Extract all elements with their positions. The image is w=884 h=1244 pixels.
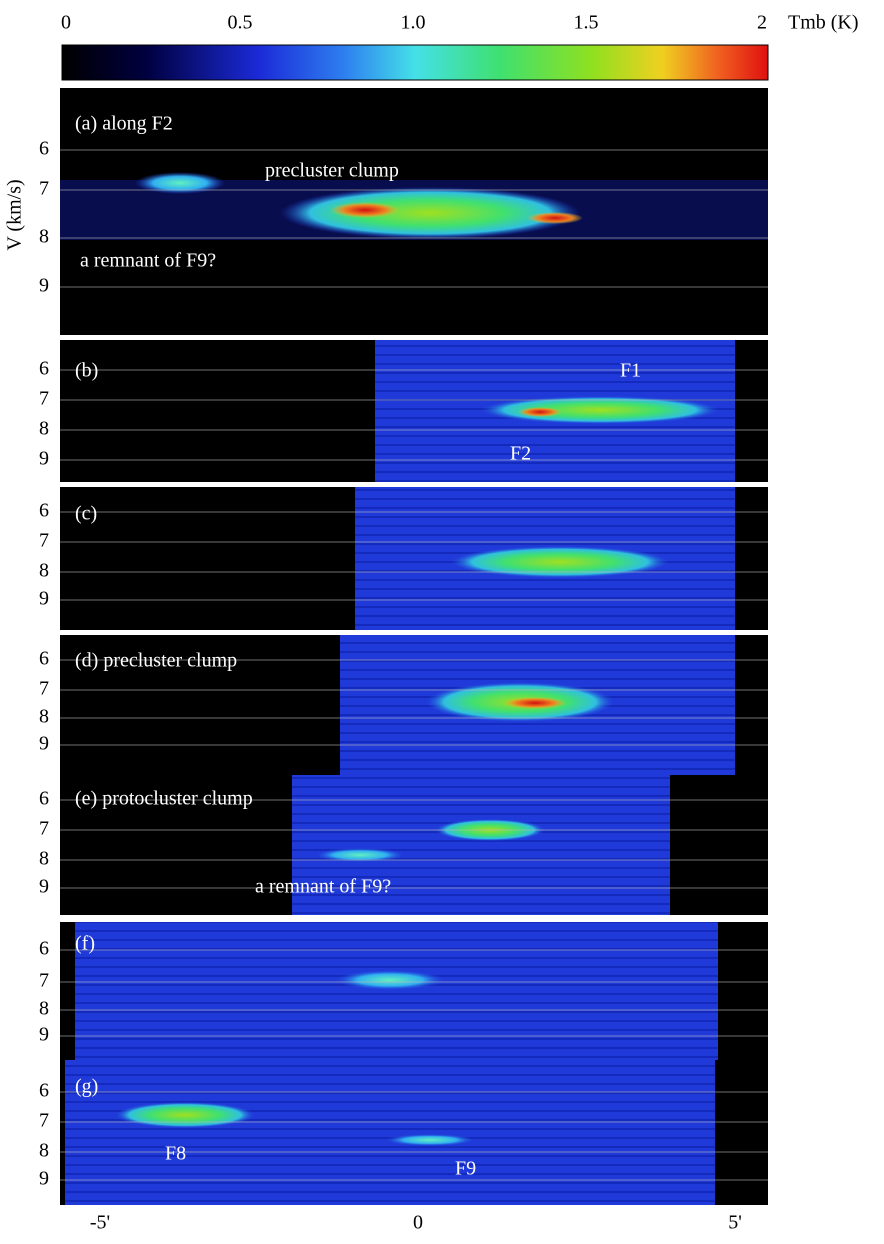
emission-peak (115, 1102, 255, 1128)
y-tick-label: 6 (39, 788, 49, 810)
annotation: a remnant of F9? (255, 876, 391, 898)
y-tick-label: 9 (39, 275, 49, 297)
y-tick-label: 8 (39, 560, 49, 582)
emission-peak (450, 546, 670, 578)
colorbar-tick: 2 (757, 12, 767, 34)
y-tick-label: 7 (39, 1110, 49, 1132)
y-tick-label: 6 (39, 1080, 49, 1102)
y-tick-label: 8 (39, 418, 49, 440)
x-tick-label: 5' (728, 1212, 742, 1234)
y-tick-label: 6 (39, 358, 49, 380)
emission-peak (135, 172, 225, 194)
y-tick-label: 9 (39, 1168, 49, 1190)
panel-label: (a) along F2 (75, 113, 173, 135)
panel-label: (f) (75, 933, 95, 955)
panel-label: (c) (75, 503, 97, 525)
annotation: F1 (620, 360, 641, 382)
panel-label: (e) protocluster clump (75, 788, 253, 810)
y-axis-label: V (km/s) (4, 179, 26, 250)
annotation: a remnant of F9? (80, 250, 216, 272)
y-tick-label: 8 (39, 706, 49, 728)
y-tick-label: 9 (39, 876, 49, 898)
emission-peak (335, 970, 445, 990)
annotation: F9 (455, 1158, 476, 1180)
annotation: F8 (165, 1143, 186, 1165)
annotation: precluster clump (265, 160, 399, 182)
y-tick-label: 8 (39, 1140, 49, 1162)
panel-stripes (65, 1060, 715, 1205)
y-tick-label: 9 (39, 733, 49, 755)
panel-label: (d) precluster clump (75, 650, 237, 672)
colorbar-tick: 0 (61, 12, 71, 34)
y-tick-label: 7 (39, 530, 49, 552)
y-tick-label: 8 (39, 226, 49, 248)
y-tick-label: 6 (39, 648, 49, 670)
emission-peak (527, 212, 583, 224)
y-tick-label: 8 (39, 998, 49, 1020)
x-tick-label: -5' (90, 1212, 110, 1234)
y-tick-label: 7 (39, 678, 49, 700)
y-tick-label: 7 (39, 818, 49, 840)
y-tick-label: 6 (39, 938, 49, 960)
y-tick-label: 9 (39, 448, 49, 470)
annotation: F2 (510, 443, 531, 465)
colorbar-tick: 0.5 (228, 12, 253, 34)
x-tick-label: 0 (413, 1212, 423, 1234)
y-tick-label: 7 (39, 388, 49, 410)
y-tick-label: 7 (39, 970, 49, 992)
emission-peak (315, 848, 405, 862)
colorbar (61, 44, 769, 81)
y-tick-label: 9 (39, 588, 49, 610)
colorbar-label: Tmb (K) (788, 12, 859, 34)
emission-peak (503, 697, 567, 709)
panel-label: (g) (75, 1076, 98, 1098)
y-tick-label: 6 (39, 138, 49, 160)
y-tick-label: 9 (39, 1024, 49, 1046)
colorbar-tick: 1.0 (401, 12, 426, 34)
y-tick-label: 8 (39, 848, 49, 870)
panel-label: (b) (75, 360, 98, 382)
emission-peak (330, 202, 400, 218)
emission-peak (518, 407, 562, 417)
emission-peak (385, 1134, 475, 1146)
panel-stripes (75, 922, 718, 1060)
panel-stripes (292, 775, 670, 915)
colorbar-tick: 1.5 (574, 12, 599, 34)
y-tick-label: 6 (39, 500, 49, 522)
y-tick-label: 7 (39, 178, 49, 200)
emission-peak (280, 187, 580, 239)
